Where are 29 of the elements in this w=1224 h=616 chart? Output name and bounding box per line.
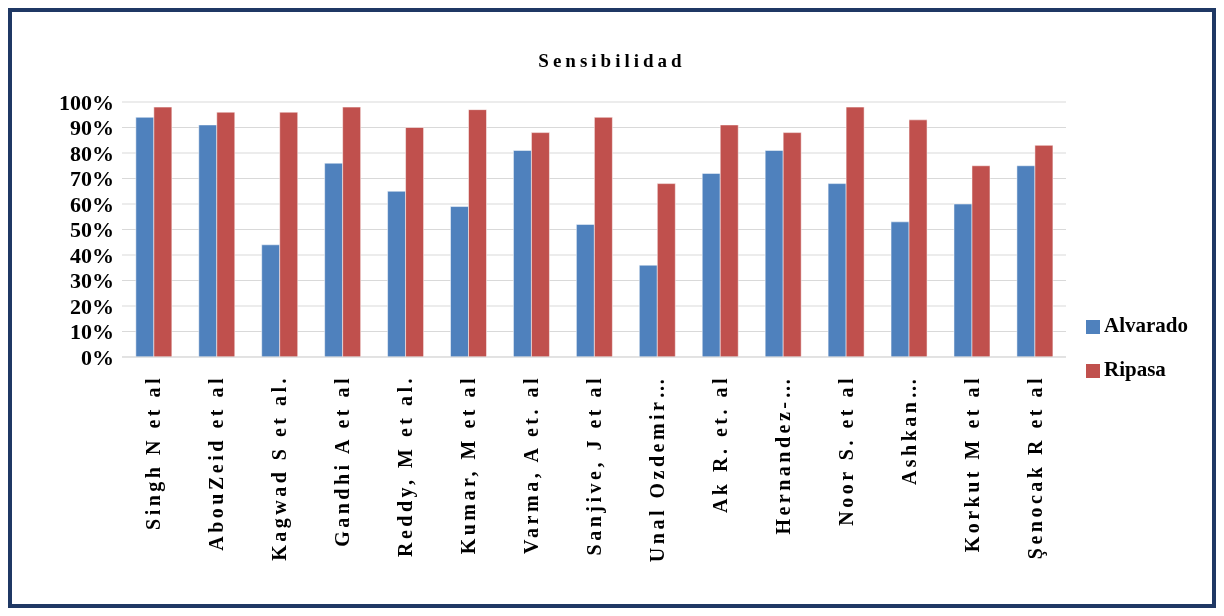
chart-title: Sensibilidad (537, 50, 687, 72)
x-tick-label: Sanjive, J et al (583, 375, 606, 556)
y-tick-label: 70% (70, 166, 114, 192)
x-tick-label: Hernandez-… (771, 375, 794, 535)
x-tick-label: Kagwad S et al. (268, 375, 292, 561)
x-tick-label: AbouZeid et al (205, 375, 228, 551)
y-tick-label: 10% (70, 319, 114, 345)
y-tick-label: 90% (70, 115, 114, 141)
x-tick-label: Gandhi A et al (331, 375, 354, 547)
y-tick-label: 40% (70, 242, 114, 268)
x-tick-label: Unal Ozdemir… (645, 375, 668, 563)
x-tick-label: Şenocak R et al (1023, 375, 1047, 560)
x-tick-label: Noor S. et al (834, 375, 857, 526)
x-tick-label: Ashkan… (897, 375, 920, 486)
y-tick-label: 60% (70, 191, 114, 217)
x-tick-label: Kumar, M et al (457, 375, 480, 555)
y-tick-label: 20% (70, 293, 114, 319)
x-tick-label: Korkut M et al (960, 375, 983, 553)
legend-label: Ripasa (1104, 357, 1166, 381)
legend-label: Alvarado (1104, 313, 1188, 337)
y-tick-label: 100% (59, 89, 114, 115)
x-tick-label: Varma, A et. al (520, 375, 543, 554)
y-tick-label: 50% (70, 217, 114, 243)
x-tick-label: Singh N et al (142, 375, 166, 530)
x-tick-label: Reddy, M et al. (394, 375, 418, 557)
y-tick-label: 80% (70, 140, 114, 166)
y-tick-label: 0% (81, 344, 114, 370)
y-tick-label: 30% (70, 268, 114, 294)
x-tick-label: Ak R. et. al (708, 375, 731, 514)
